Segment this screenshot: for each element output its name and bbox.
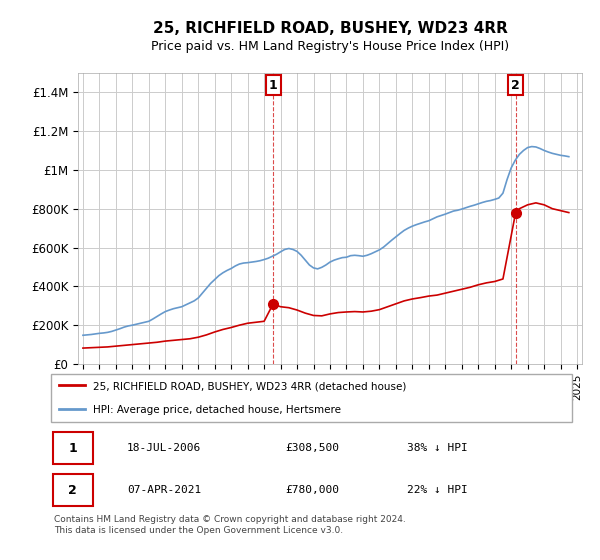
Text: 1: 1 — [269, 78, 277, 92]
Text: 25, RICHFIELD ROAD, BUSHEY, WD23 4RR (detached house): 25, RICHFIELD ROAD, BUSHEY, WD23 4RR (de… — [93, 381, 406, 391]
Text: 2: 2 — [68, 483, 77, 497]
Text: 25, RICHFIELD ROAD, BUSHEY, WD23 4RR: 25, RICHFIELD ROAD, BUSHEY, WD23 4RR — [152, 21, 508, 36]
Text: HPI: Average price, detached house, Hertsmere: HPI: Average price, detached house, Hert… — [93, 405, 341, 415]
FancyBboxPatch shape — [53, 432, 93, 464]
Text: £780,000: £780,000 — [286, 485, 340, 495]
Text: 22% ↓ HPI: 22% ↓ HPI — [407, 485, 468, 495]
FancyBboxPatch shape — [50, 374, 572, 422]
Text: 1: 1 — [68, 441, 77, 455]
FancyBboxPatch shape — [53, 474, 93, 506]
Text: 38% ↓ HPI: 38% ↓ HPI — [407, 443, 468, 453]
Text: Price paid vs. HM Land Registry's House Price Index (HPI): Price paid vs. HM Land Registry's House … — [151, 40, 509, 53]
Text: 07-APR-2021: 07-APR-2021 — [127, 485, 202, 495]
Text: £308,500: £308,500 — [286, 443, 340, 453]
Text: 18-JUL-2006: 18-JUL-2006 — [127, 443, 202, 453]
Text: Contains HM Land Registry data © Crown copyright and database right 2024.
This d: Contains HM Land Registry data © Crown c… — [54, 515, 406, 535]
Text: 2: 2 — [511, 78, 520, 92]
